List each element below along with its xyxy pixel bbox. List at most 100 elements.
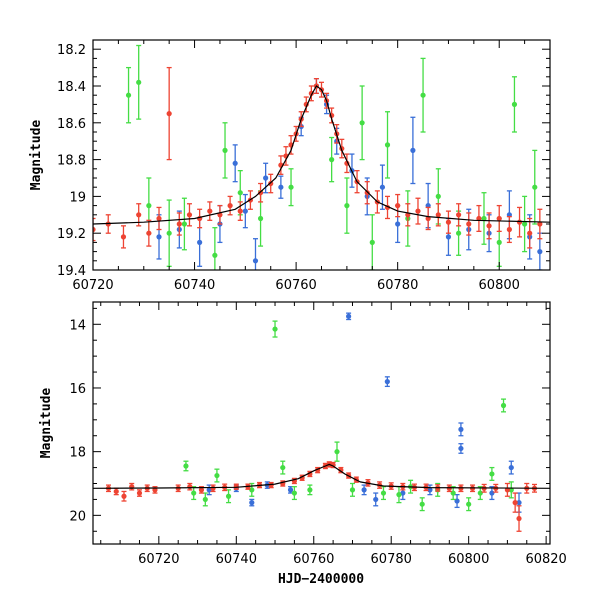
bottom-x-axis-title: HJD−2400000 (278, 572, 364, 587)
y-tick-label: 14 (69, 318, 86, 333)
data-point (508, 460, 514, 475)
data-point (504, 482, 510, 497)
data-point (186, 203, 193, 227)
data-point (344, 153, 350, 174)
data-point (486, 212, 492, 240)
data-point (93, 217, 96, 242)
top-y-axis-title: Magnitude (29, 120, 44, 191)
top-plot-data (93, 44, 550, 270)
data-point (364, 181, 370, 205)
data-point (136, 203, 142, 227)
data-point (500, 398, 507, 413)
data-point (481, 192, 487, 245)
data-point (187, 482, 193, 491)
data-point (425, 206, 431, 231)
data-point (527, 217, 533, 249)
data-point (268, 173, 274, 194)
data-point (181, 197, 187, 251)
x-tick-label: 60780 (377, 278, 418, 293)
data-point (225, 489, 232, 504)
data-point (466, 212, 472, 236)
y-tick-label: 18.4 (57, 80, 86, 95)
top-axis-ticks: 60720 60740 60760 60780 60800 18.2 18.4 18.6 18.… (57, 39, 551, 293)
data-point (113, 487, 119, 496)
data-point (410, 116, 416, 185)
data-point (232, 144, 238, 183)
data-point (512, 492, 518, 513)
data-point (280, 460, 286, 475)
data-point (272, 320, 278, 338)
bottom-plot-data (93, 312, 550, 532)
data-point (191, 486, 197, 501)
data-point (197, 208, 203, 229)
data-point (257, 182, 264, 203)
data-point (249, 498, 255, 507)
data-point (454, 493, 460, 509)
data-point (445, 210, 452, 234)
y-tick-label: 16 (69, 382, 86, 397)
data-point (532, 149, 538, 225)
data-point (217, 204, 223, 225)
x-tick-label: 60740 (174, 278, 215, 293)
data-point (183, 460, 189, 472)
y-tick-label: 18 (69, 446, 86, 461)
y-tick-label: 19.2 (57, 227, 86, 242)
data-point (146, 219, 152, 247)
data-point (522, 195, 528, 253)
x-tick-label: 60800 (479, 278, 520, 293)
data-point (395, 193, 401, 218)
x-tick-label: 60720 (138, 552, 179, 567)
data-point (361, 484, 367, 496)
x-tick-label: 60780 (371, 552, 412, 567)
data-point (237, 201, 243, 221)
data-point (329, 136, 335, 183)
top-panel: 60720 60740 60760 60780 60800 18.2 18.4 18.6 18.… (29, 39, 551, 293)
top-plot-frame (92, 39, 551, 271)
x-tick-label: 60740 (216, 552, 257, 567)
data-point (511, 76, 518, 133)
data-point (166, 199, 172, 267)
data-point (278, 175, 284, 199)
data-point (303, 96, 309, 113)
data-point (380, 486, 387, 501)
data-point (419, 497, 425, 512)
bottom-panel: 60720 60740 60760 60780 60800 60820 14 16 18 20 M… (39, 301, 567, 587)
y-tick-label: 18.6 (57, 117, 86, 132)
y-tick-label: 19 (69, 190, 86, 205)
data-point (476, 204, 482, 233)
data-point (466, 497, 472, 512)
data-point (125, 66, 132, 124)
x-tick-label: 60820 (525, 552, 566, 567)
data-point (496, 204, 502, 233)
data-point (227, 195, 233, 216)
x-tick-label: 60800 (448, 552, 489, 567)
data-point (359, 85, 365, 161)
data-point (307, 484, 313, 496)
data-point (176, 212, 182, 236)
data-point (537, 208, 543, 240)
data-point (242, 193, 248, 229)
data-point (212, 227, 218, 270)
bottom-y-axis-title: Magnitude (39, 388, 54, 459)
model-curve (93, 463, 550, 489)
x-tick-label: 60760 (275, 278, 316, 293)
data-point (207, 201, 213, 221)
data-point (435, 203, 441, 227)
data-point (129, 482, 135, 491)
data-point (156, 206, 162, 231)
data-point (288, 168, 294, 207)
y-tick-label: 20 (69, 509, 86, 524)
y-tick-label: 18.8 (57, 154, 86, 169)
bottom-axis-ticks: 60720 60740 60760 60780 60800 60820 14 16 18 20 (69, 302, 567, 567)
data-point (427, 484, 433, 496)
series-1 (183, 320, 514, 512)
model-curve (93, 85, 550, 225)
data-point (516, 206, 523, 238)
data-point (120, 225, 127, 249)
data-point (396, 486, 402, 504)
data-point (136, 44, 142, 120)
data-point (384, 111, 391, 179)
data-point (344, 177, 350, 234)
data-point (458, 422, 464, 437)
data-point (373, 492, 379, 507)
